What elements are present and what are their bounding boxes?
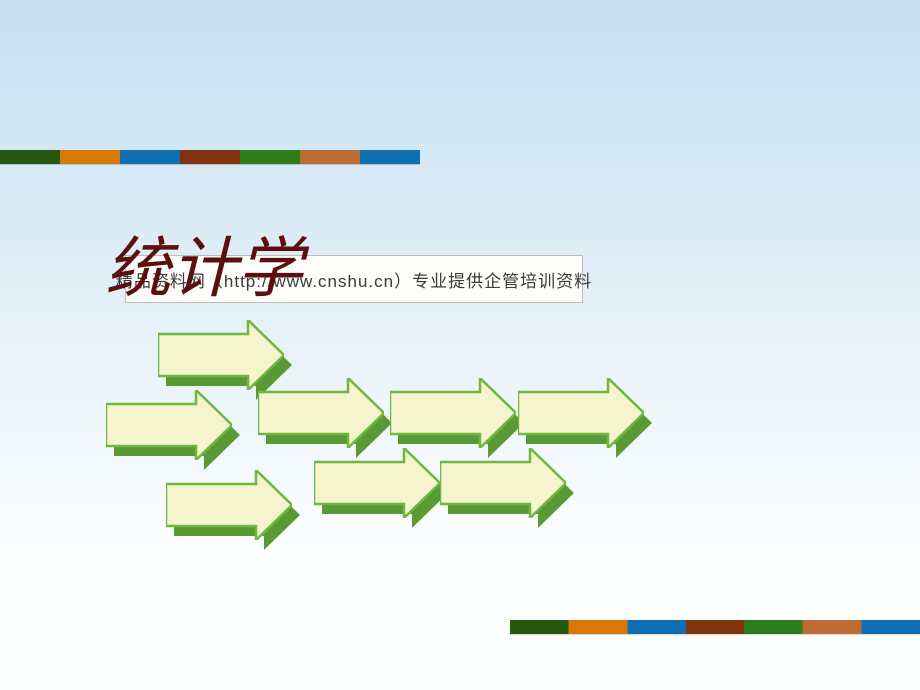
slide-background: [0, 0, 920, 690]
arrow-shape: [106, 390, 232, 465]
flow-arrow: [258, 378, 392, 458]
slide-title: 统计学: [105, 215, 303, 311]
arrow-shape: [440, 448, 566, 523]
flow-arrow: [440, 448, 574, 528]
arrow-shape: [518, 378, 644, 453]
decorative-bar-top: [0, 150, 420, 164]
arrow-shape: [166, 470, 292, 545]
arrow-shape: [258, 378, 384, 453]
flow-arrow: [314, 448, 448, 528]
decorative-bar-bottom: [510, 620, 920, 634]
flow-arrow: [106, 390, 240, 470]
arrow-shape: [390, 378, 516, 453]
flow-arrow: [166, 470, 300, 550]
flow-arrow: [390, 378, 524, 458]
arrow-shape: [314, 448, 440, 523]
flow-arrow: [518, 378, 652, 458]
